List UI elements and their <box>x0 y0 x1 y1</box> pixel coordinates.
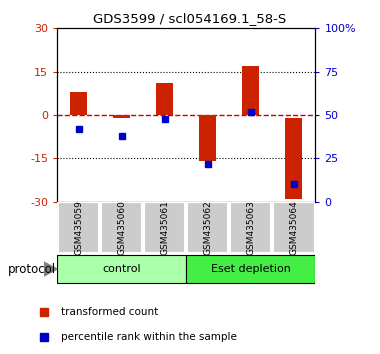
Bar <box>58 202 99 253</box>
Bar <box>186 255 315 283</box>
Bar <box>230 202 271 253</box>
Bar <box>187 202 228 253</box>
Bar <box>70 92 87 115</box>
Bar <box>242 66 260 115</box>
Text: GSM435061: GSM435061 <box>160 200 169 255</box>
Text: Eset depletion: Eset depletion <box>211 264 291 274</box>
Bar <box>285 118 302 199</box>
Bar <box>156 83 173 115</box>
Text: GSM435062: GSM435062 <box>203 200 212 255</box>
Bar <box>57 255 186 283</box>
Bar <box>101 202 142 253</box>
Polygon shape <box>44 262 57 276</box>
Text: GDS3599 / scl054169.1_58-S: GDS3599 / scl054169.1_58-S <box>93 12 287 25</box>
Text: GSM435059: GSM435059 <box>74 200 83 255</box>
Text: protocol: protocol <box>8 263 56 276</box>
Bar <box>144 202 185 253</box>
Text: GSM435064: GSM435064 <box>289 200 298 255</box>
Bar <box>273 202 315 253</box>
Text: GSM435063: GSM435063 <box>246 200 255 255</box>
Bar <box>199 115 216 161</box>
Text: transformed count: transformed count <box>61 307 158 317</box>
Text: GSM435060: GSM435060 <box>117 200 126 255</box>
Bar <box>113 115 130 118</box>
Text: percentile rank within the sample: percentile rank within the sample <box>61 332 237 342</box>
Text: control: control <box>102 264 141 274</box>
